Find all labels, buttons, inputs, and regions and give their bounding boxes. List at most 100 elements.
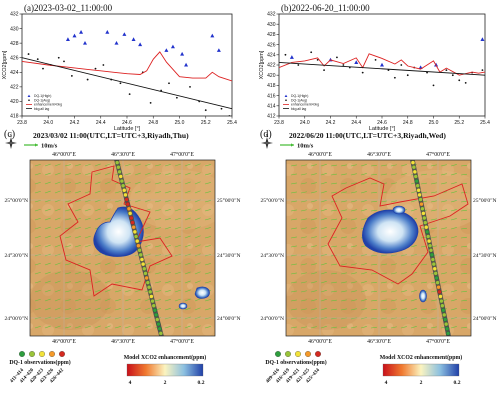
panel-c-wind-vector [44,226,51,230]
panel-c-wind-vector [204,308,211,311]
panel-d-wind-vector [320,173,327,176]
panel-a-series-0-triangle-point [184,62,189,67]
panel-c-wind-vector [64,317,71,320]
panel-c-obs-point [118,174,123,179]
panel-d-wind-vector [400,308,407,311]
panel-c-obs-point [119,178,125,184]
panel-d-wind-vector [370,254,377,257]
panel-c-wind-vector [84,208,91,212]
panel-a-series-1-dot-point [70,75,73,77]
panel-d-compass-ew [261,141,273,145]
panel-d-wind-vector [350,299,357,302]
panel-d-wind-vector [460,164,467,167]
panel-d-wind-vector [390,308,397,311]
panel-d-wind-vector [310,173,317,176]
panel-d-wind-vector [300,290,307,293]
panel-c-wind-vector [94,271,101,275]
panel-d-wind-vector [380,299,387,302]
panel-c-wind-vector [74,245,81,248]
panel-c-wind-vector [54,208,61,212]
panel-d-wind-vector [410,308,417,311]
panel-d-wind-vector [400,281,407,284]
panel-d-wind-vector [440,263,447,266]
panel-c-wind-vector [84,199,91,203]
panel-d-wind-vector [420,317,427,320]
panel-c-wind-vector [124,172,131,176]
panel-d-satellite-track [410,160,451,336]
panel-d-lon-tick-bottom: 47°00'0"E [426,338,450,345]
panel-c-wind-vector [44,262,51,266]
panel-d-wind-vector [300,272,307,275]
panel-c-wind-vector [194,226,201,230]
panel-d-wind-vector [460,227,467,230]
panel-c-wind-label: 10m/s [41,143,58,150]
panel-d-wind-vector [360,263,367,266]
panel-c-wind-vector [164,281,171,284]
panel-d-lat-tick-left: 25°00'0"N [260,197,284,204]
panel-c-lat-tick-left: 24°30'0"N [4,252,28,259]
panel-c-wind-vector [184,298,191,302]
panel-d-wind-vector [380,272,387,275]
panel-c-wind-vector [174,217,181,221]
panel-d-obs-legend-title: DQ-1 observations(ppm) [265,359,326,366]
panel-d-wind-vector [320,209,327,212]
panel-c-wind-vector [34,262,41,266]
panel-c-wind-vector [34,217,41,221]
panel-d-wind-vector [340,308,347,311]
panel-d-wind-vector [330,173,337,176]
panel-d-wind-vector [410,209,417,212]
panel-d-wind-vector [400,290,407,293]
panel-d-lat-tick-right: 24°30'0"N [473,252,497,259]
panel-c-wind-vector [74,164,81,167]
panel-c-wind-vector [134,325,141,329]
panel-c-wind-vector [154,182,161,185]
panel-c-wind-vector [184,217,191,221]
panel-c-wind-vector [164,164,171,167]
panel-c-obs-point [120,183,126,188]
panel-c-wind-vector [174,271,181,275]
panel-d-admin-boundary [327,177,469,285]
panel-a-series-0-triangle-point [83,40,87,45]
panel-d-wind-vector [440,173,447,176]
panel-c-wind-vector [74,281,81,284]
panel-d-wind-vector [460,317,467,320]
panel-c-wind-vector [94,280,101,284]
panel-a-series-1-dot-point [102,64,105,66]
panel-c-wind-vector [204,272,211,275]
panel-a-series-1-dot-point [94,67,97,70]
panel-c-obs-point [116,165,121,170]
panel-d-wind-vector [400,191,407,194]
panel-d-wind-vector [310,245,317,248]
panel-c-wind-vector [94,298,101,302]
panel-c-wind-vector [44,190,51,194]
panel-c-obs-point [136,243,141,248]
panel-c-wind-vector [64,200,71,203]
panel-d-wind-vector [300,173,307,176]
panel-d-wind-vector [290,200,297,203]
panel-d-wind-vector [290,272,297,275]
panel-d-wind-vector [420,182,427,185]
panel-d-wind-vector [350,281,357,284]
panel-d-wind-vector [300,218,307,221]
panel-d-wind-vector [340,245,347,248]
panel-c-wind-vector [84,235,91,239]
panel-c-wind-vector [164,191,171,194]
panel-c-wind-vector [194,325,201,329]
panel-d-lon-tick-bottom: 46°00'0"E [308,338,332,345]
panel-d-title: 2022/06/20 11:00(UTC,LT=UTC+3,Riyadh,Wed… [289,131,446,140]
panel-c-label: (c) [4,129,15,140]
panel-d-map-area [286,160,471,336]
panel-c-wind-vector [154,227,161,230]
panel-c-wind-vector [104,217,111,221]
panel-c-wind-vector [174,190,181,194]
panel-d-obs-point [436,285,441,290]
panel-c-wind-vector [204,245,211,248]
panel-c-wind-vector [134,280,141,284]
panel-c-wind-vector [114,326,121,329]
panel-d-obs-point [431,262,436,267]
panel-d-wind-vector [430,209,437,212]
panel-a-series-1-dot-point [57,56,60,59]
panel-d-wind-vector [410,290,417,293]
panel-d-wind-vector [430,236,437,239]
panel-a-y-axis-label: XCO2[ppm] [2,50,8,79]
